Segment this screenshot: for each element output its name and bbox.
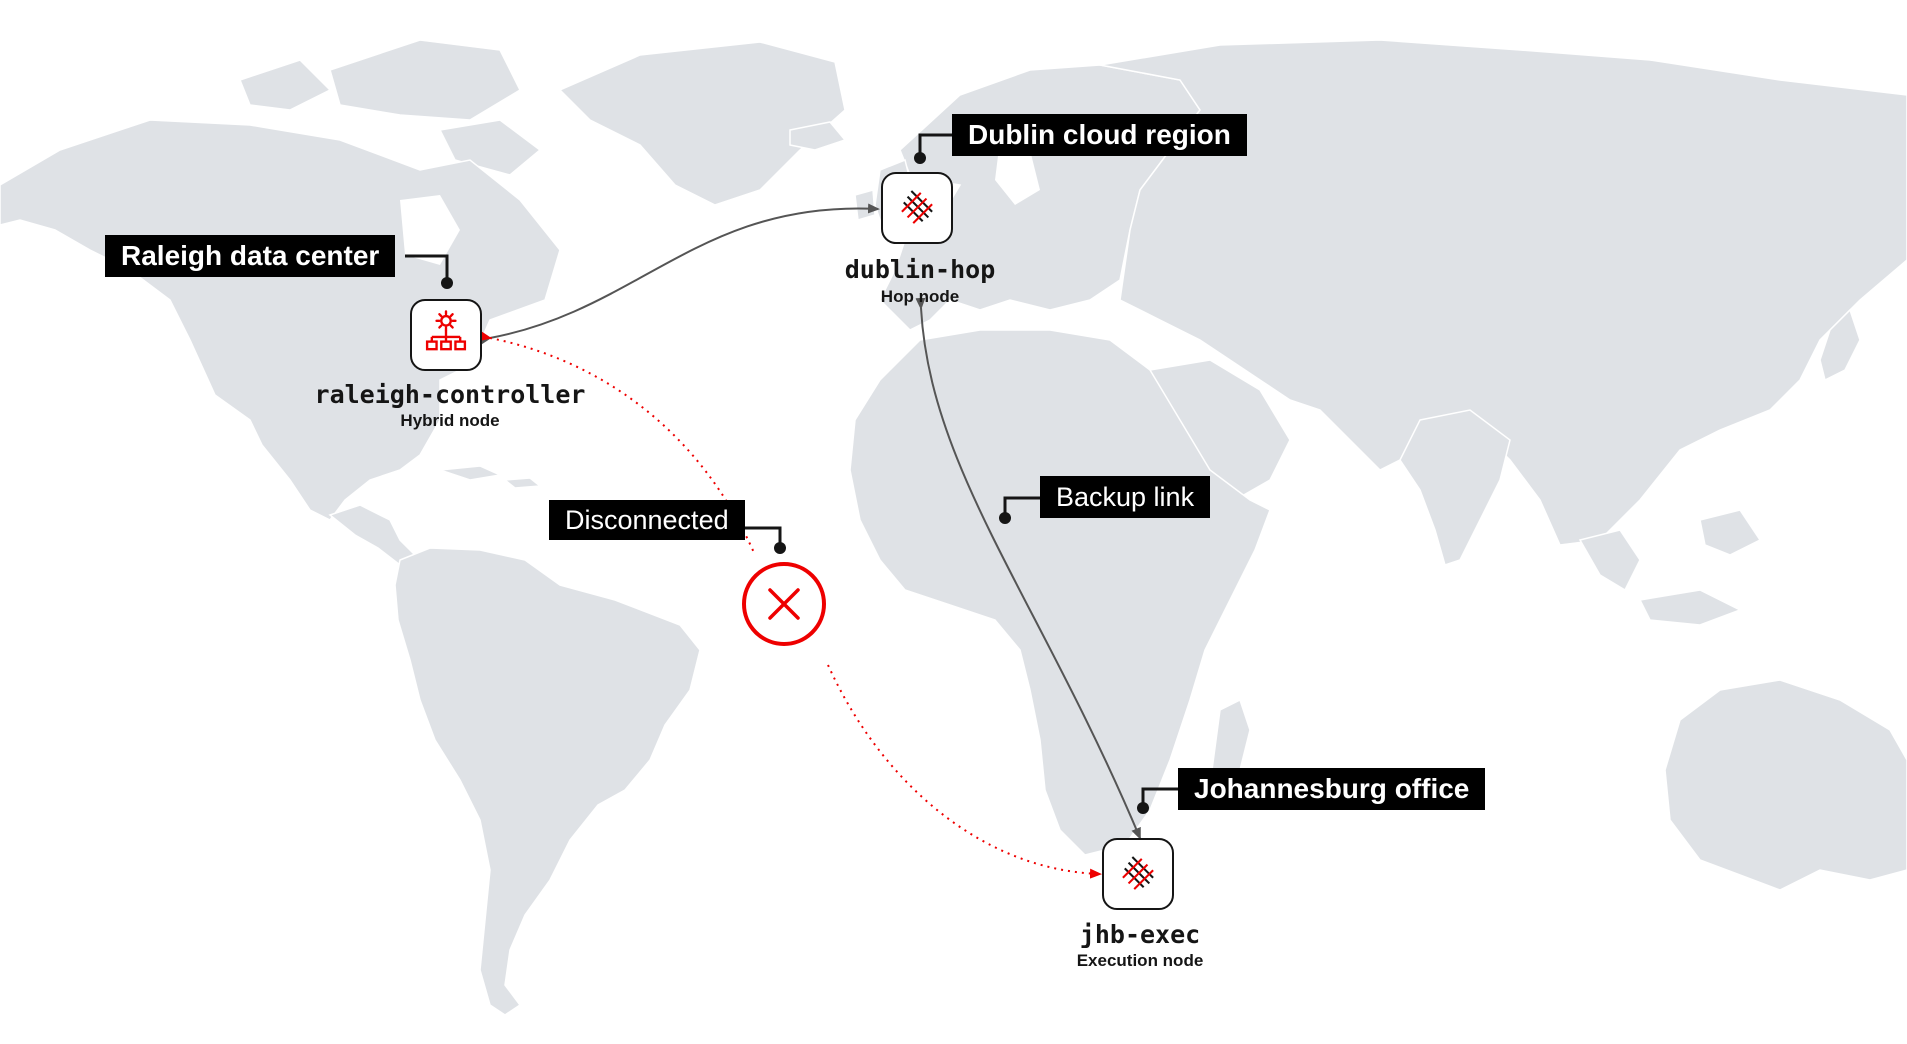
node-name-dublin: dublin-hop [844,255,996,284]
node-type-raleigh: Hybrid node [400,411,500,430]
region-label-johannesburg: Johannesburg office [1178,768,1486,810]
mesh-grid-icon [901,190,933,224]
continents [0,39,1907,1016]
region-label-raleigh: Raleigh data center [105,235,396,277]
link-raleigh-jhb-disconnected-lower [827,664,1102,879]
link-status-label: Disconnected [549,500,745,540]
backup-link-label: Backup link [1040,476,1211,518]
dublin-hop-node[interactable] [881,172,953,244]
link-raleigh-jhb-disconnected-upper [479,331,756,556]
link-raleigh-dublin [479,203,880,345]
node-name-raleigh: raleigh-controller [314,380,586,409]
region-label-dublin: Dublin cloud region [952,114,1247,156]
raleigh-controller-node[interactable] [410,299,482,371]
mesh-grid-icon [1122,856,1154,890]
disconnected-x-icon [742,562,826,646]
node-type-jhb: Execution node [1076,951,1204,970]
node-type-dublin: Hop node [880,287,960,306]
node-name-jhb: jhb-exec [1079,920,1201,949]
link-dublin-jhb-backup [915,297,1141,840]
jhb-exec-node[interactable] [1102,838,1174,910]
hierarchy-gear-icon [425,310,467,351]
